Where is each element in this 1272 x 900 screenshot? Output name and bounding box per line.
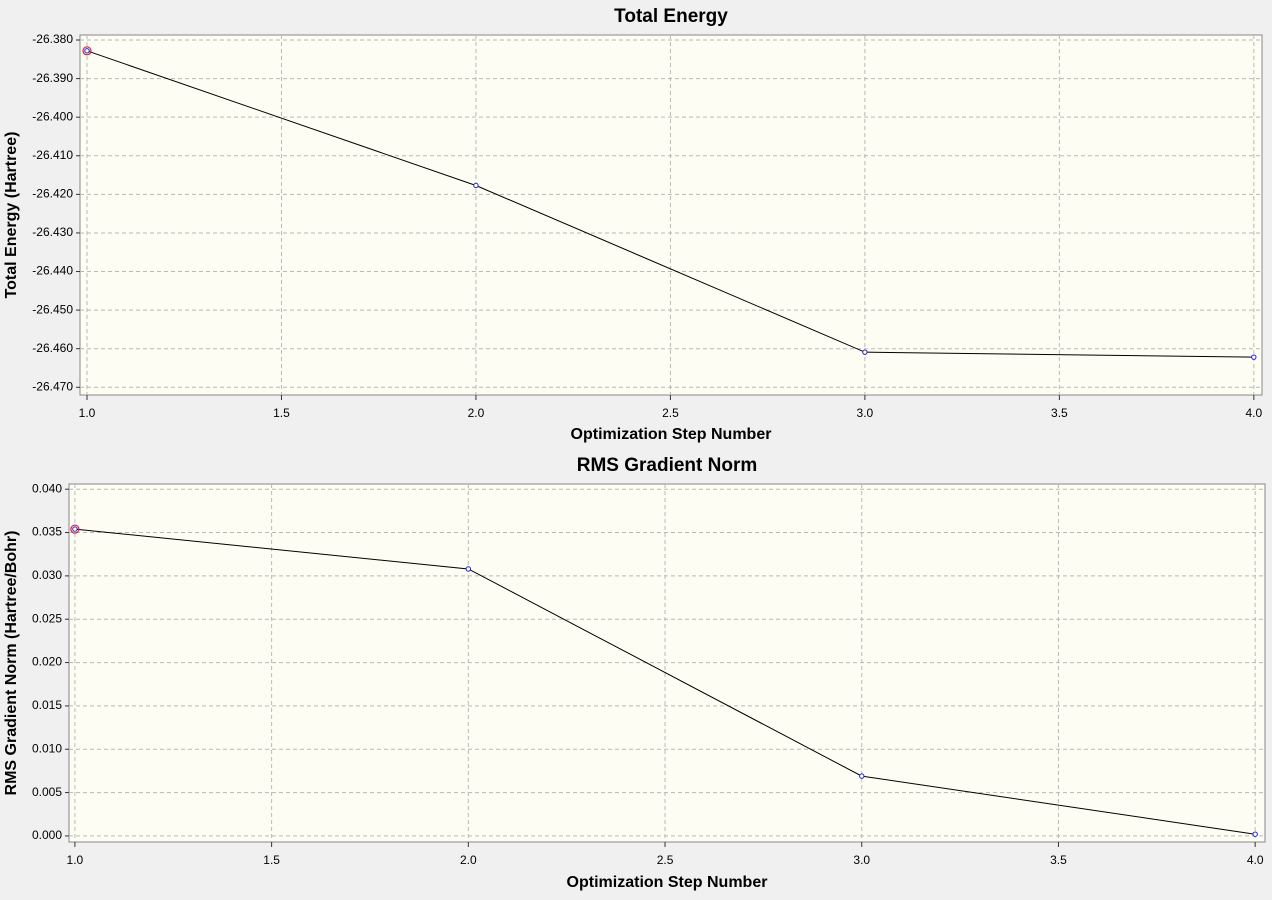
x-axis-label: Optimization Step Number <box>571 426 772 443</box>
y-axis-label: RMS Gradient Norm (Hartree/Bohr) <box>3 531 20 796</box>
y-tick-label: -26.400 <box>32 109 73 123</box>
current-point <box>82 46 92 56</box>
x-tick-label: 2.0 <box>460 853 477 867</box>
y-tick-label: 0.035 <box>32 525 62 539</box>
data-line <box>74 528 1256 835</box>
y-tick-label: -26.440 <box>32 264 73 278</box>
y-tick-label: -26.420 <box>32 187 73 201</box>
y-tick-label: 0.005 <box>32 785 62 799</box>
chart-title: Total Energy <box>614 6 728 27</box>
y-tick-label: 0.025 <box>32 611 62 625</box>
x-tick-label: 2.5 <box>662 406 679 420</box>
current-point <box>70 524 80 534</box>
data-point <box>473 182 479 189</box>
data-point <box>465 566 472 572</box>
y-tick-label: -26.430 <box>32 225 73 239</box>
y-tick-label: -26.450 <box>32 302 73 316</box>
x-tick-label: 3.0 <box>857 406 874 420</box>
data-point <box>862 349 868 355</box>
x-tick-label: 1.0 <box>67 853 84 867</box>
y-tick-label: 0.000 <box>32 828 62 842</box>
plot-area <box>79 34 1263 396</box>
data-point <box>1252 831 1258 837</box>
y-tick-label: -26.460 <box>32 341 73 355</box>
data-point <box>72 526 78 532</box>
x-tick-label: 3.5 <box>1050 853 1067 867</box>
x-tick-label: 3.5 <box>1051 406 1068 420</box>
y-tick-label: -26.380 <box>32 32 73 46</box>
data-point <box>859 773 865 779</box>
data-point <box>1251 354 1257 360</box>
x-tick-label: 1.0 <box>79 406 96 420</box>
y-tick-label: 0.030 <box>32 568 62 582</box>
y-tick-label: -26.410 <box>32 148 73 162</box>
chart-title: RMS Gradient Norm <box>577 455 758 476</box>
y-tick-label: 0.010 <box>32 741 62 755</box>
y-tick-label: 0.020 <box>32 655 62 669</box>
data-line <box>86 50 1254 358</box>
x-axis-label: Optimization Step Number <box>567 874 768 891</box>
y-tick-label: -26.470 <box>32 379 73 393</box>
x-tick-label: 1.5 <box>263 853 280 867</box>
data-point <box>84 48 90 54</box>
x-tick-label: 3.0 <box>853 853 870 867</box>
x-tick-label: 2.5 <box>657 853 674 867</box>
x-tick-label: 1.5 <box>273 406 290 420</box>
y-axis-label: Total Energy (Hartree) <box>3 132 20 299</box>
y-tick-label: 0.040 <box>32 481 62 495</box>
x-tick-label: 4.0 <box>1245 406 1262 420</box>
x-tick-label: 2.0 <box>468 406 485 420</box>
y-tick-label: -26.390 <box>32 71 73 85</box>
x-tick-label: 4.0 <box>1247 853 1264 867</box>
y-tick-label: 0.015 <box>32 698 62 712</box>
